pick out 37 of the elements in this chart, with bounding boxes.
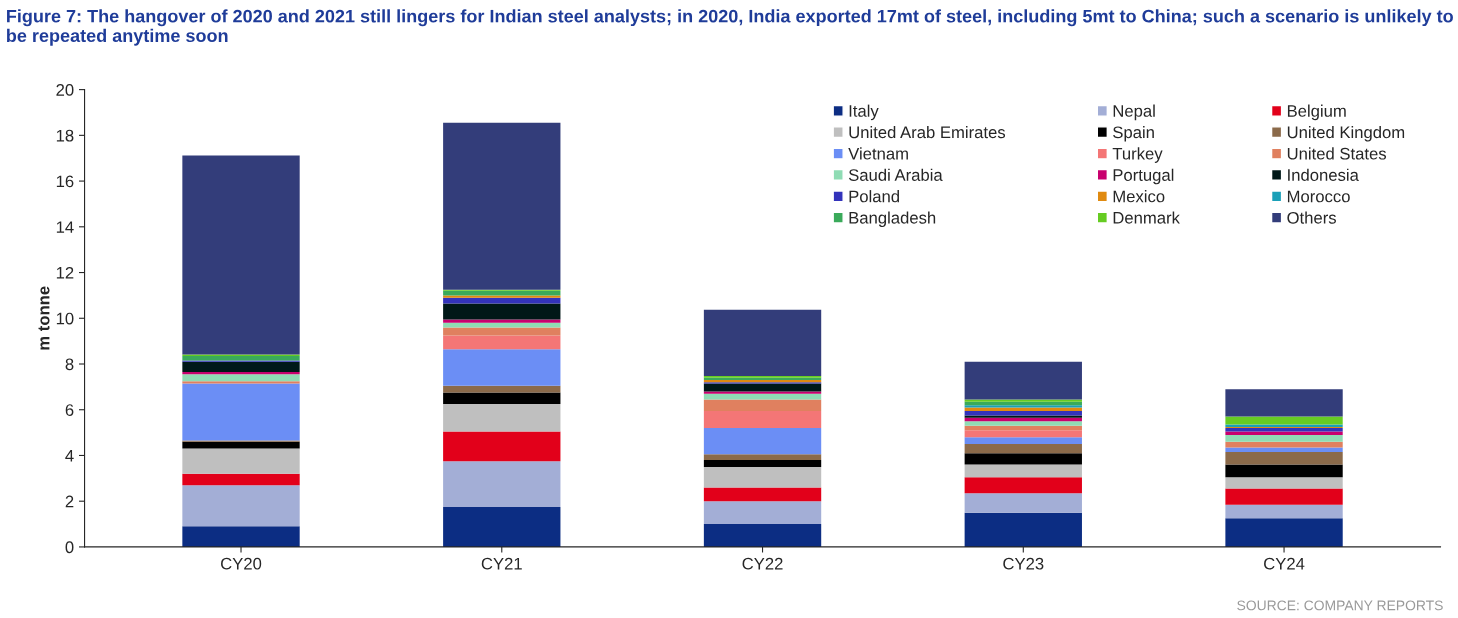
- legend-label: Italy: [849, 104, 879, 121]
- y-tick-label: 20: [56, 84, 74, 96]
- legend-label: Vietnam: [848, 147, 908, 160]
- legend-label: Spain: [1113, 125, 1154, 142]
- y-tick-label: 10: [56, 312, 74, 325]
- y-tick-label: 6: [65, 404, 74, 416]
- x-tick-label: CY21: [481, 557, 522, 570]
- source-note: SOURCE: COMPANY REPORTS: [1237, 600, 1443, 611]
- x-tick-label: CY22: [742, 557, 783, 570]
- y-axis-title: m tonne: [38, 286, 50, 350]
- legend-label: Portugal: [1113, 168, 1174, 185]
- legend-label: United Arab Emirates: [849, 125, 1006, 139]
- legend-label: Indonesia: [1288, 168, 1359, 181]
- y-tick-label: 16: [56, 175, 74, 188]
- legend-label: Nepal: [1113, 104, 1155, 121]
- y-tick-label: 12: [56, 266, 74, 279]
- legend-label: United States: [1287, 147, 1387, 160]
- legend-label: Morocco: [1287, 190, 1350, 203]
- x-tick-label: CY23: [1003, 557, 1044, 570]
- legend-label: Turkey: [1112, 147, 1163, 163]
- y-tick-label: 14: [56, 221, 74, 233]
- y-tick-label: 0: [65, 541, 74, 554]
- legend-label: United Kingdom: [1287, 125, 1405, 142]
- y-tick-label: 2: [65, 495, 74, 508]
- legend-label: Poland: [849, 190, 899, 203]
- legend-label: Belgium: [1287, 104, 1346, 121]
- x-tick-label: CY20: [221, 557, 262, 570]
- y-tick-label: 18: [56, 129, 74, 142]
- legend-label: Saudi Arabia: [848, 168, 943, 181]
- legend-label: Mexico: [1113, 190, 1165, 203]
- legend-label: Denmark: [1113, 211, 1180, 224]
- legend-label: Others: [1287, 211, 1336, 224]
- legend-label: Bangladesh: [849, 211, 936, 227]
- y-tick-label: 8: [65, 358, 74, 371]
- x-tick-label: CY24: [1264, 557, 1305, 570]
- y-tick-label: 4: [65, 450, 74, 462]
- chart-title: Figure 7: The hangover of 2020 and 2021 still lingers for Indian steel analysts; in 2020, India exported 17mt of steel, including 5mt to China; such a scenario is unlikely to be repeated anytime soon: [7, 9, 1453, 46]
